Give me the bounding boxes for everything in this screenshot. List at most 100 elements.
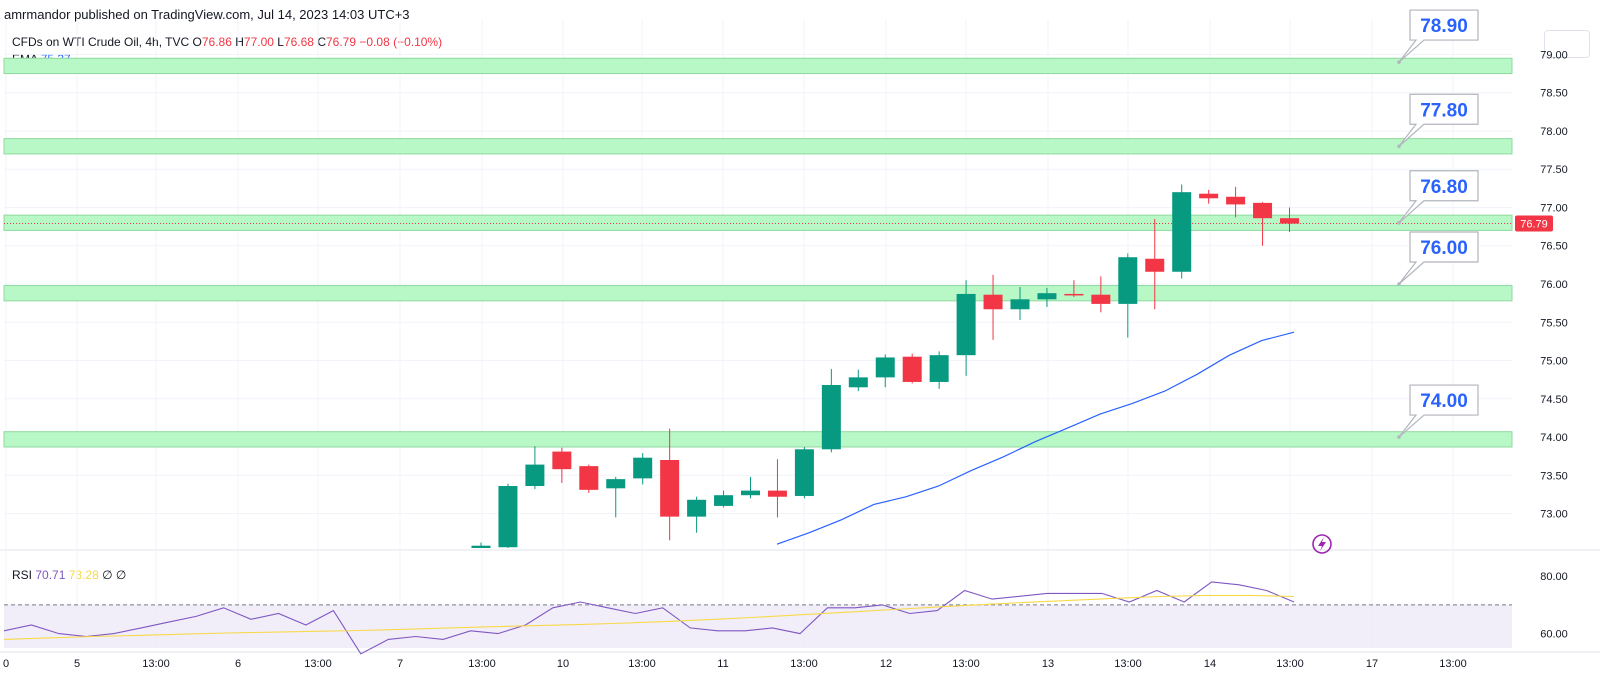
- candle-body: [848, 377, 868, 388]
- callout-anchor: [1397, 60, 1401, 64]
- time-tick-label: 7: [397, 658, 403, 670]
- candle: [1253, 202, 1273, 246]
- price-tick-label: 77.50: [1540, 164, 1568, 176]
- high-label: H: [235, 35, 244, 49]
- candle-body: [579, 466, 599, 490]
- flash-icon[interactable]: [1312, 534, 1332, 554]
- callout-box: [1398, 170, 1479, 224]
- candle: [1037, 287, 1057, 307]
- last-price-badge: 76.79: [1515, 215, 1553, 232]
- candle-body: [1226, 196, 1246, 205]
- candle-body: [956, 293, 976, 356]
- candle-body: [929, 355, 949, 382]
- zone-band: [3, 214, 1513, 231]
- candle-body: [498, 486, 518, 548]
- candles: [471, 184, 1299, 548]
- candle: [902, 353, 922, 384]
- grid: [0, 20, 1600, 653]
- rsi-value: 70.71: [35, 568, 66, 582]
- candle: [929, 351, 949, 389]
- time-tick-label: 0: [3, 658, 9, 670]
- candle: [471, 542, 491, 548]
- price-tick-label: 77.00: [1540, 202, 1568, 214]
- candle-body: [1172, 192, 1192, 272]
- rsi-ma-value: 73.28: [68, 568, 99, 582]
- open-label: O: [192, 35, 202, 49]
- close-value: 76.79: [326, 35, 357, 49]
- candle-body: [983, 294, 1003, 310]
- publisher-credit: amrmandor published on TradingView.com, …: [4, 7, 410, 22]
- price-tick-label: 76.50: [1540, 241, 1568, 253]
- ema-line: [776, 331, 1295, 545]
- candle: [579, 464, 599, 493]
- rsi-legend: RSI 70.71 73.28 ∅ ∅: [12, 568, 126, 582]
- time-tick-label: 13:00: [790, 658, 818, 670]
- candle: [660, 428, 680, 541]
- candle-body: [821, 385, 841, 450]
- price-tick-label: 75.50: [1540, 317, 1568, 329]
- ohlc-line: CFDs on WTI Crude Oil, 4h, TVC O76.86 H7…: [12, 34, 442, 51]
- candle: [525, 446, 545, 490]
- price-axis[interactable]: 79.00 78.50 78.00 77.50 77.00 76.50 76.00 75.50…: [1515, 49, 1568, 521]
- rsi-label[interactable]: RSI: [12, 568, 33, 582]
- candle-body: [1118, 257, 1138, 304]
- level-callout: 74.00: [1397, 384, 1479, 439]
- rsi-pane: 80.00 60.00: [3, 571, 1568, 655]
- candle-body: [633, 457, 653, 479]
- level-callout: 76.00: [1397, 231, 1479, 286]
- high-value: 77.00: [243, 35, 274, 49]
- candle-body: [1253, 202, 1273, 219]
- candle: [1199, 189, 1219, 204]
- time-tick-label: 13:00: [468, 658, 496, 670]
- candle-body: [1037, 293, 1057, 300]
- candle-body: [606, 479, 626, 489]
- candle-body: [902, 356, 922, 382]
- time-tick-label: 5: [74, 658, 80, 670]
- price-tick-label: 74.50: [1540, 394, 1568, 406]
- callout-box: [1398, 231, 1479, 285]
- candle: [1145, 218, 1165, 310]
- candle: [1226, 186, 1246, 218]
- candle: [767, 459, 787, 518]
- rsi-line: [3, 581, 1295, 655]
- candle: [956, 280, 976, 376]
- level-callout: 78.90: [1397, 9, 1479, 64]
- chart-settings-button[interactable]: [1544, 30, 1590, 58]
- price-badge-label: 76.79: [1520, 219, 1548, 231]
- candle-body: [660, 460, 680, 517]
- time-tick-label: 13:00: [1276, 658, 1304, 670]
- time-tick-label: 10: [557, 658, 569, 670]
- candle-body: [1091, 294, 1111, 304]
- candle: [714, 490, 734, 508]
- low-value: 76.68: [283, 35, 314, 49]
- price-tick-label: 73.50: [1540, 470, 1568, 482]
- candle: [875, 354, 895, 388]
- candle: [848, 369, 868, 392]
- callout-anchor: [1397, 435, 1401, 439]
- candle-body: [875, 357, 895, 378]
- symbol-title[interactable]: CFDs on WTI Crude Oil, 4h, TVC: [12, 35, 190, 49]
- candle: [1280, 207, 1299, 232]
- rsi-extra-2: ∅: [115, 568, 127, 582]
- time-tick-label: 13: [1042, 658, 1054, 670]
- candle: [1118, 253, 1138, 338]
- callout-anchor: [1397, 144, 1401, 149]
- candle-body: [1010, 299, 1030, 310]
- time-tick-label: 13:00: [952, 658, 980, 670]
- close-label: C: [317, 35, 326, 49]
- ema-series: [776, 331, 1295, 545]
- time-tick-label: 14: [1204, 658, 1216, 670]
- time-tick-label: 6: [235, 658, 241, 670]
- candle-body: [1280, 218, 1299, 224]
- level-callout: 76.80: [1397, 170, 1479, 225]
- callout-box: [1398, 384, 1479, 438]
- candle-body: [1064, 293, 1084, 296]
- time-axis[interactable]: 0 5 13:00 6 13:00 7 13:00 10 13:00 11 13:00 12 13:00…: [3, 658, 1467, 670]
- callout-label: 76.00: [1420, 238, 1468, 259]
- candle-body: [714, 495, 734, 506]
- candle-body: [525, 464, 545, 487]
- candle: [633, 453, 653, 485]
- price-tick-label: 75.00: [1540, 356, 1568, 368]
- level-callouts: 78.90 77.80 76.80 76.00 74.00: [1397, 9, 1479, 439]
